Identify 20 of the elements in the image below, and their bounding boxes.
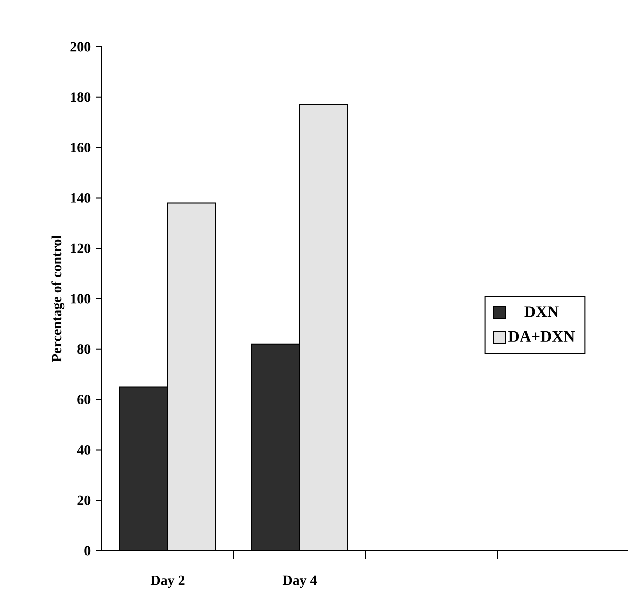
- bar: [120, 387, 168, 551]
- legend-label: DXN: [524, 306, 559, 318]
- y-tick-label: 200: [70, 42, 91, 52]
- bar: [252, 344, 300, 551]
- y-tick-label: 60: [78, 395, 91, 405]
- legend-label: DA+DXN: [508, 331, 575, 342]
- y-tick-label: 80: [78, 344, 91, 354]
- y-tick-label: 180: [71, 92, 91, 102]
- y-tick-label: 40: [77, 445, 91, 455]
- bar: [300, 104, 348, 551]
- x-tick-label: Day 4: [282, 576, 318, 588]
- y-tick-label: 120: [71, 244, 91, 254]
- y-axis-title: Percentage of control: [52, 236, 65, 362]
- bar: [168, 203, 216, 551]
- x-tick-label: Day 2: [150, 576, 185, 588]
- y-tick-label: 20: [78, 496, 91, 506]
- y-tick-label: 140: [71, 193, 91, 203]
- y-tick-label: 160: [71, 143, 91, 153]
- y-tick-label: 0: [84, 546, 91, 556]
- y-tick-label: 100: [71, 294, 91, 304]
